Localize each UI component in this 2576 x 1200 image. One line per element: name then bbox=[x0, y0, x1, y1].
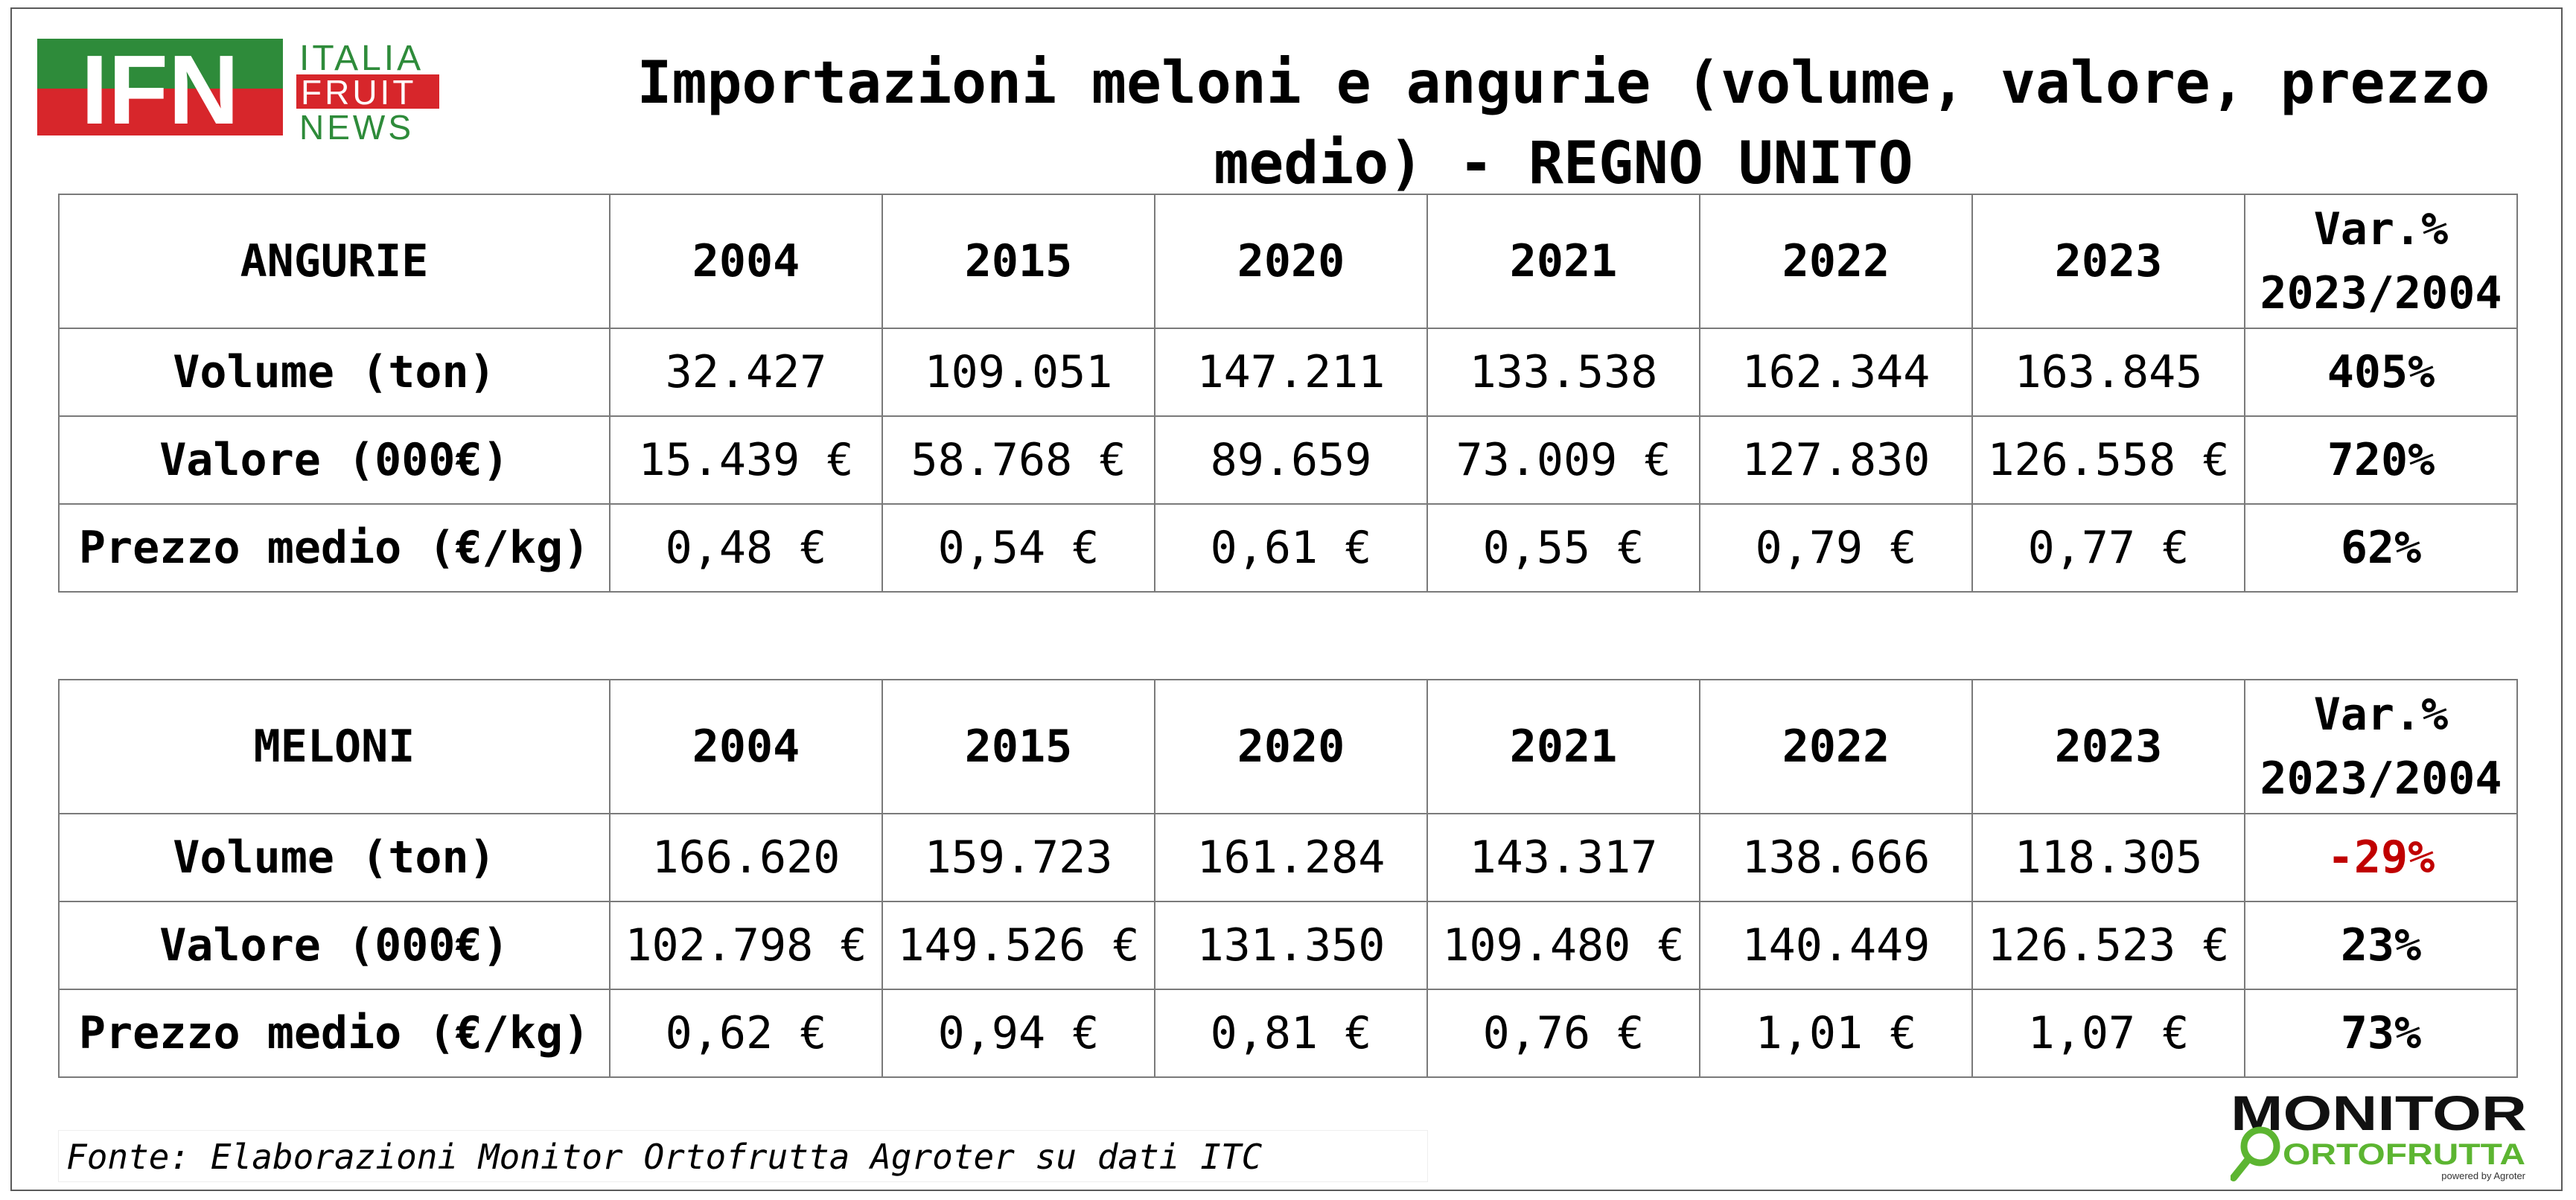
year-header: 2004 bbox=[609, 194, 883, 329]
table-row: Volume (ton) 32.427 109.051 147.211 133.… bbox=[58, 328, 2518, 417]
table-label-cell: MELONI bbox=[58, 679, 610, 814]
var-header-line2: 2023/2004 bbox=[2260, 267, 2502, 319]
table-cell: 118.305 bbox=[1971, 813, 2245, 902]
table-row: Prezzo medio (€/kg) 0,62 € 0,94 € 0,81 €… bbox=[58, 989, 2518, 1078]
table-cell: 0,79 € bbox=[1699, 503, 1973, 593]
var-header: Var.% 2023/2004 bbox=[2244, 194, 2518, 329]
table-cell: 0,94 € bbox=[881, 989, 1155, 1078]
year-header: 2021 bbox=[1426, 679, 1700, 814]
angurie-table: ANGURIE 2004 2015 2020 2021 2022 2023 Va… bbox=[58, 194, 2518, 593]
table-cell: 166.620 bbox=[609, 813, 883, 902]
var-header-line1: Var.% bbox=[2313, 689, 2449, 741]
table-cell: 163.845 bbox=[1971, 328, 2245, 417]
var-cell: 73% bbox=[2244, 989, 2518, 1078]
row-label: Valore (000€) bbox=[58, 415, 610, 505]
var-cell: 405% bbox=[2244, 328, 2518, 417]
row-label: Volume (ton) bbox=[58, 328, 610, 417]
table-cell: 138.666 bbox=[1699, 813, 1973, 902]
year-header: 2020 bbox=[1154, 194, 1428, 329]
table-cell: 133.538 bbox=[1426, 328, 1700, 417]
table-cell: 126.558 € bbox=[1971, 415, 2245, 505]
table-cell: 0,55 € bbox=[1426, 503, 1700, 593]
table-cell: 1,01 € bbox=[1699, 989, 1973, 1078]
meloni-table: MELONI 2004 2015 2020 2021 2022 2023 Var… bbox=[58, 679, 2518, 1078]
year-header: 2023 bbox=[1971, 194, 2245, 329]
table-cell: 161.284 bbox=[1154, 813, 1428, 902]
table-cell: 102.798 € bbox=[609, 901, 883, 990]
svg-text:powered by Agroter: powered by Agroter bbox=[2441, 1170, 2525, 1181]
table-cell: 143.317 bbox=[1426, 813, 1700, 902]
table-cell: 149.526 € bbox=[881, 901, 1155, 990]
svg-text:ORTOFRUTTA: ORTOFRUTTA bbox=[2283, 1138, 2525, 1171]
table-cell: 0,48 € bbox=[609, 503, 883, 593]
row-label: Prezzo medio (€/kg) bbox=[58, 989, 610, 1078]
year-header: 2004 bbox=[609, 679, 883, 814]
var-cell: 23% bbox=[2244, 901, 2518, 990]
table-cell: 89.659 bbox=[1154, 415, 1428, 505]
svg-text:FRUIT: FRUIT bbox=[301, 73, 416, 112]
table-cell: 32.427 bbox=[609, 328, 883, 417]
year-header: 2021 bbox=[1426, 194, 1700, 329]
table-cell: 126.523 € bbox=[1971, 901, 2245, 990]
ifn-logo: IFN ITALIA FRUIT NEWS bbox=[37, 35, 439, 144]
table-cell: 159.723 bbox=[881, 813, 1155, 902]
table-cell: 73.009 € bbox=[1426, 415, 1700, 505]
table-cell: 58.768 € bbox=[881, 415, 1155, 505]
table-cell: 1,07 € bbox=[1971, 989, 2245, 1078]
table-cell: 0,81 € bbox=[1154, 989, 1428, 1078]
magnifier-icon bbox=[2240, 1126, 2280, 1167]
row-label: Valore (000€) bbox=[58, 901, 610, 990]
var-cell-negative: -29% bbox=[2244, 813, 2518, 902]
var-header: Var.% 2023/2004 bbox=[2244, 679, 2518, 814]
table-cell: 0,77 € bbox=[1971, 503, 2245, 593]
page-title: Importazioni meloni e angurie (volume, v… bbox=[637, 50, 2490, 197]
var-cell: 62% bbox=[2244, 503, 2518, 593]
table-cell: 140.449 bbox=[1699, 901, 1973, 990]
year-header: 2022 bbox=[1699, 679, 1973, 814]
row-label: Prezzo medio (€/kg) bbox=[58, 503, 610, 593]
svg-text:MONITOR: MONITOR bbox=[2231, 1087, 2527, 1140]
year-header: 2020 bbox=[1154, 679, 1428, 814]
row-label: Volume (ton) bbox=[58, 813, 610, 902]
table-cell: 162.344 bbox=[1699, 328, 1973, 417]
table-cell: 0,62 € bbox=[609, 989, 883, 1078]
table-label-cell: ANGURIE bbox=[58, 194, 610, 329]
table-header-row: MELONI 2004 2015 2020 2021 2022 2023 Var… bbox=[58, 679, 2518, 814]
table-row: Valore (000€) 15.439 € 58.768 € 89.659 7… bbox=[58, 415, 2518, 505]
table-header-row: ANGURIE 2004 2015 2020 2021 2022 2023 Va… bbox=[58, 194, 2518, 329]
table-row: Prezzo medio (€/kg) 0,48 € 0,54 € 0,61 €… bbox=[58, 503, 2518, 593]
table-row: Volume (ton) 166.620 159.723 161.284 143… bbox=[58, 813, 2518, 902]
table-cell: 127.830 bbox=[1699, 415, 1973, 505]
table-cell: 131.350 bbox=[1154, 901, 1428, 990]
year-header: 2022 bbox=[1699, 194, 1973, 329]
page-frame bbox=[10, 7, 2563, 1191]
table-cell: 0,61 € bbox=[1154, 503, 1428, 593]
table-cell: 0,54 € bbox=[881, 503, 1155, 593]
table-row: Valore (000€) 102.798 € 149.526 € 131.35… bbox=[58, 901, 2518, 990]
svg-text:IFN: IFN bbox=[81, 35, 240, 144]
table-cell: 109.480 € bbox=[1426, 901, 1700, 990]
table-cell: 147.211 bbox=[1154, 328, 1428, 417]
var-cell: 720% bbox=[2244, 415, 2518, 505]
svg-text:ITALIA: ITALIA bbox=[299, 39, 424, 78]
table-cell: 109.051 bbox=[881, 328, 1155, 417]
svg-text:NEWS: NEWS bbox=[299, 108, 414, 144]
table-cell: 15.439 € bbox=[609, 415, 883, 505]
year-header: 2015 bbox=[881, 194, 1155, 329]
year-header: 2015 bbox=[881, 679, 1155, 814]
var-header-line1: Var.% bbox=[2313, 203, 2449, 255]
year-header: 2023 bbox=[1971, 679, 2245, 814]
source-note: Fonte: Elaborazioni Monitor Ortofrutta A… bbox=[58, 1130, 1428, 1182]
var-header-line2: 2023/2004 bbox=[2260, 753, 2502, 805]
monitor-ortofrutta-logo: MONITOR ORTOFRUTTA powered by Agroter bbox=[2231, 1087, 2527, 1181]
table-cell: 0,76 € bbox=[1426, 989, 1700, 1078]
